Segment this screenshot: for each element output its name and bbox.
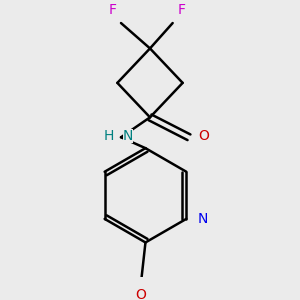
Text: F: F xyxy=(177,3,185,17)
Text: O: O xyxy=(198,129,209,143)
Text: N: N xyxy=(123,129,133,143)
Text: F: F xyxy=(109,3,116,17)
Text: H: H xyxy=(103,129,114,143)
Text: N: N xyxy=(197,212,208,226)
Text: O: O xyxy=(136,288,146,300)
